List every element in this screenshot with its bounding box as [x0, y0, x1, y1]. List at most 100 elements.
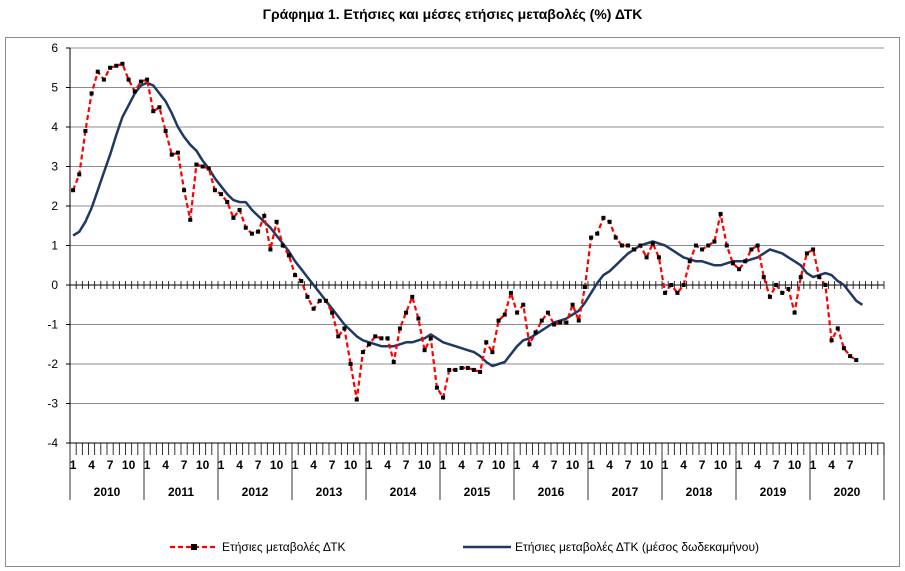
data-point: [570, 302, 575, 307]
x-month-label: 7: [847, 458, 854, 472]
data-point: [663, 290, 668, 295]
data-point: [397, 326, 402, 331]
data-point: [188, 217, 193, 222]
legend-annual: Ετήσιες μεταβολές ΔΤΚ: [170, 540, 346, 554]
data-point: [77, 172, 82, 177]
data-point: [323, 298, 328, 303]
data-point: [404, 310, 409, 315]
data-point: [182, 188, 187, 193]
x-year-label: 2015: [464, 485, 491, 499]
data-point: [521, 302, 526, 307]
x-year-label: 2011: [168, 485, 194, 499]
data-point: [311, 306, 316, 311]
x-month-label: 4: [606, 458, 613, 472]
x-month-label: 1: [736, 458, 743, 472]
data-point: [743, 259, 748, 264]
data-point: [342, 326, 347, 331]
data-point: [490, 350, 495, 355]
x-month-label: 7: [329, 458, 336, 472]
x-month-label: 10: [788, 458, 802, 472]
chart-frame: [5, 37, 900, 567]
data-point: [206, 166, 211, 171]
x-year-label: 2020: [834, 485, 861, 499]
x-month-label: 4: [680, 458, 687, 472]
data-point: [459, 365, 464, 370]
x-month-label: 1: [810, 458, 817, 472]
data-point: [151, 109, 156, 114]
data-point: [101, 77, 106, 82]
data-point: [268, 247, 273, 252]
data-point: [434, 385, 439, 390]
x-month-label: 1: [514, 458, 521, 472]
legend-average-swatch: [463, 545, 511, 549]
data-point: [336, 334, 341, 339]
legend-annual-swatch: [170, 544, 218, 550]
data-point: [163, 128, 168, 133]
data-point: [558, 320, 563, 325]
x-month-label: 7: [403, 458, 410, 472]
x-month-label: 10: [344, 458, 358, 472]
x-month-label: 4: [384, 458, 391, 472]
data-point: [422, 348, 427, 353]
data-point: [829, 338, 834, 343]
data-point: [262, 213, 267, 218]
data-point: [120, 61, 125, 66]
data-point: [706, 243, 711, 248]
x-axis: 1 4 7 10 1 4 7 10 1 4 7 10 1 4 7 10 1 4 7 10 1 4 7 10 1 4 7 10 1 4 7 10…: [69, 281, 885, 500]
data-point: [601, 215, 606, 220]
x-month-label: 1: [218, 458, 225, 472]
x-month-label: 4: [458, 458, 465, 472]
x-month-label: 1: [662, 458, 669, 472]
series-average: [72, 81, 864, 368]
data-point: [108, 65, 113, 70]
data-point: [243, 225, 248, 230]
data-point: [441, 395, 446, 400]
data-point: [465, 365, 470, 370]
data-point: [169, 152, 174, 157]
y-tick-label: -2: [47, 357, 58, 371]
data-point: [841, 346, 846, 351]
data-point: [379, 336, 384, 341]
x-month-label: 7: [181, 458, 188, 472]
data-point: [305, 294, 310, 299]
x-month-label: 4: [310, 458, 317, 472]
data-point: [194, 162, 199, 167]
data-point: [533, 330, 538, 335]
data-point: [354, 397, 359, 402]
data-point: [145, 77, 150, 82]
legend-annual-label: Ετήσιες μεταβολές ΔΤΚ: [222, 540, 346, 554]
data-point: [299, 279, 304, 284]
series-average-line: [72, 81, 864, 368]
x-month-label: 1: [440, 458, 447, 472]
data-point: [761, 275, 766, 280]
x-month-label: 10: [196, 458, 210, 472]
data-point: [786, 286, 791, 291]
x-year-label: 2017: [612, 485, 639, 499]
data-point: [286, 253, 291, 258]
data-point: [138, 79, 143, 84]
data-point: [330, 310, 335, 315]
x-year-label: 2016: [538, 485, 565, 499]
data-point: [391, 360, 396, 365]
data-point: [95, 69, 100, 74]
x-year-label: 2018: [686, 485, 713, 499]
data-point: [755, 243, 760, 248]
data-point: [249, 231, 254, 236]
data-point: [471, 367, 476, 372]
x-year-label: 2012: [242, 485, 269, 499]
x-year-label: 2013: [316, 485, 343, 499]
data-point: [693, 243, 698, 248]
data-point: [367, 342, 372, 347]
x-month-label: 4: [828, 458, 835, 472]
y-axis: -4 -3 -2 -1 0 1 2 3 4 5 6: [47, 41, 71, 450]
data-point: [724, 243, 729, 248]
data-point: [496, 318, 501, 323]
data-point: [410, 294, 415, 299]
x-month-label: 7: [699, 458, 706, 472]
data-point: [712, 239, 717, 244]
data-point: [792, 310, 797, 315]
data-point: [638, 243, 643, 248]
data-point: [274, 219, 279, 224]
x-month-label: 7: [255, 458, 262, 472]
data-point: [632, 247, 637, 252]
